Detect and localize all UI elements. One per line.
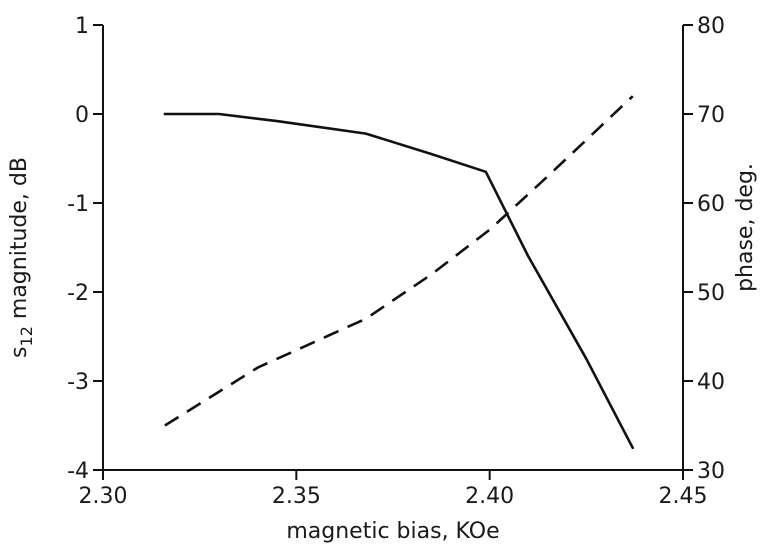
x-tick-label: 2.35 bbox=[272, 484, 321, 509]
y-left-tick-label: -1 bbox=[67, 192, 89, 217]
axis-labels: magnetic bias, KOe s12 magnitude, dB pha… bbox=[7, 157, 758, 544]
y-right-tick-label: 70 bbox=[697, 103, 725, 128]
phase-series-line bbox=[164, 95, 634, 427]
y-right-tick-label: 80 bbox=[697, 14, 725, 39]
axes bbox=[102, 25, 684, 471]
x-tick-label: 2.40 bbox=[465, 484, 514, 509]
y-left-tick-label: -3 bbox=[67, 370, 89, 395]
y-left-tick-label: 0 bbox=[75, 103, 89, 128]
magnitude-series-line bbox=[163, 112, 635, 450]
y-left-label-rest: magnitude, dB bbox=[7, 157, 32, 326]
series bbox=[163, 95, 635, 450]
y-left-tick-label: -2 bbox=[67, 281, 89, 306]
x-tick-label: 2.30 bbox=[79, 484, 128, 509]
x-tick-label: 2.45 bbox=[659, 484, 708, 509]
y-right-tick-label: 60 bbox=[697, 192, 725, 217]
y-left-tick-label: 1 bbox=[75, 14, 89, 39]
y-right-tick-label: 30 bbox=[697, 459, 725, 484]
x-axis-label: magnetic bias, KOe bbox=[286, 519, 499, 544]
y-left-label-main: s bbox=[7, 346, 32, 357]
y-left-axis-label: s12 magnitude, dB bbox=[7, 157, 36, 358]
y-right-tick-label: 40 bbox=[697, 370, 725, 395]
y-right-axis-label: phase, deg. bbox=[733, 163, 758, 292]
ticks: 1 0 -1 -2 -3 -4 80 70 60 50 40 30 2.30 2.35 2.40 2.45 bbox=[67, 14, 725, 509]
y-left-label-subscript: 12 bbox=[17, 326, 36, 346]
y-right-tick-label: 50 bbox=[697, 281, 725, 306]
y-left-tick-label: -4 bbox=[67, 459, 89, 484]
